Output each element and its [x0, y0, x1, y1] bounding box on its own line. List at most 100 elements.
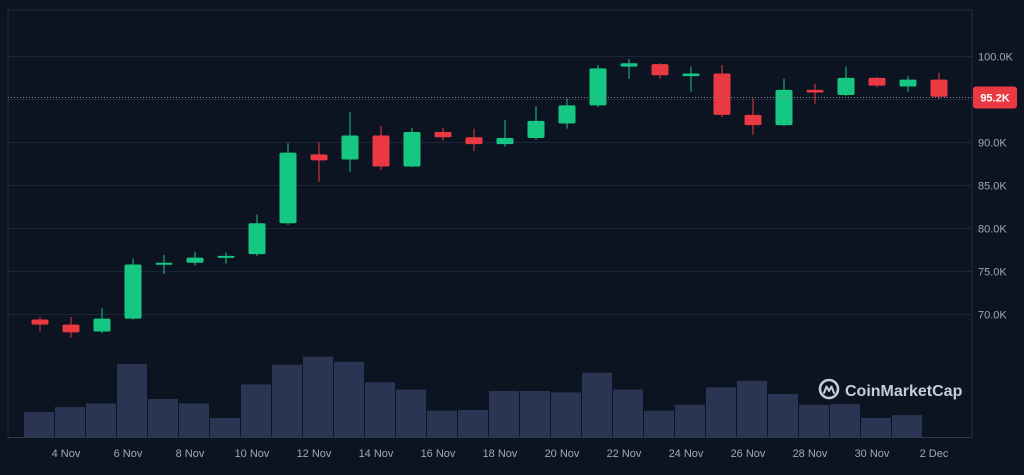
candle-up — [341, 112, 359, 172]
candle-body — [124, 264, 142, 319]
y-tick-label: 90.0K — [978, 138, 1007, 150]
candle-down — [434, 127, 452, 141]
candle-down — [651, 63, 669, 79]
candle-up — [403, 127, 421, 168]
candle-body — [155, 262, 173, 265]
volume-bar — [675, 404, 705, 437]
volume-bar — [489, 391, 519, 437]
volume-bar — [241, 384, 271, 437]
candle-body — [775, 89, 793, 126]
plot-frame — [7, 9, 973, 438]
candle-body — [434, 132, 452, 138]
volume-bar — [210, 418, 240, 437]
volume-bars — [24, 356, 922, 437]
candle-body — [341, 135, 359, 160]
candle-up — [899, 76, 917, 92]
x-tick-label: 8 Nov — [176, 448, 205, 460]
candle-up — [217, 252, 235, 264]
y-tick-label: 85.0K — [978, 181, 1007, 193]
y-tick-label: 70.0K — [978, 310, 1007, 322]
candle-down — [744, 98, 762, 135]
candle-up — [93, 308, 111, 334]
candle-down — [868, 77, 886, 88]
candle-up — [155, 255, 173, 274]
candle-down — [806, 83, 824, 104]
candle-body — [620, 63, 638, 67]
x-tick-label: 14 Nov — [359, 448, 394, 460]
y-tick-label: 80.0K — [978, 224, 1007, 236]
candle-body — [744, 114, 762, 126]
x-tick-label: 30 Nov — [855, 448, 890, 460]
candle-up — [124, 258, 142, 320]
candle-up — [496, 120, 514, 147]
candle-down — [62, 316, 80, 338]
volume-bar — [551, 392, 581, 437]
candle-up — [620, 58, 638, 79]
x-tick-label: 28 Nov — [793, 448, 828, 460]
volume-bar — [861, 418, 891, 437]
candle-body — [496, 138, 514, 145]
candle-body — [372, 135, 390, 167]
x-tick-label: 6 Nov — [114, 448, 143, 460]
candle-down — [372, 126, 390, 170]
candle-up — [279, 143, 297, 225]
volume-bar — [396, 389, 426, 437]
candle-body — [837, 77, 855, 96]
volume-bar — [55, 407, 85, 437]
volume-bar — [272, 364, 302, 437]
volume-bar — [24, 412, 54, 437]
volume-bar — [179, 403, 209, 437]
volume-bar — [458, 409, 488, 437]
candle-down — [310, 142, 328, 182]
volume-bar — [706, 387, 736, 437]
volume-bar — [520, 391, 550, 437]
volume-bar — [365, 382, 395, 437]
candle-up — [527, 106, 545, 140]
volume-bar — [737, 380, 767, 437]
y-tick-label: 100.0K — [978, 52, 1014, 64]
candle-up — [775, 78, 793, 127]
candle-body — [403, 132, 421, 167]
candle-body — [651, 64, 669, 76]
candle-down — [930, 72, 948, 100]
candle-up — [837, 66, 855, 96]
volume-bar — [148, 399, 178, 437]
grid-lines — [8, 56, 972, 315]
y-tick-label: 75.0K — [978, 267, 1007, 279]
x-tick-label: 12 Nov — [297, 448, 332, 460]
candle-body — [713, 73, 731, 115]
candle-body — [899, 79, 917, 87]
candle-up — [682, 66, 700, 92]
volume-bar — [768, 393, 798, 437]
x-tick-label: 4 Nov — [52, 448, 81, 460]
candle-up — [589, 64, 607, 108]
x-tick-label: 22 Nov — [607, 448, 642, 460]
volume-bar — [303, 356, 333, 437]
candle-body — [682, 73, 700, 77]
volume-bar — [830, 404, 860, 437]
candle-down — [31, 316, 49, 332]
candle-body — [465, 137, 483, 145]
current-price-tag[interactable]: 95.2K — [973, 86, 1017, 109]
candles — [31, 58, 948, 338]
candle-body — [217, 255, 235, 258]
x-tick-label: 20 Nov — [545, 448, 580, 460]
candle-body — [310, 154, 328, 161]
brand-name: CoinMarketCap — [845, 383, 963, 400]
volume-bar — [892, 415, 922, 437]
volume-bar — [86, 403, 116, 437]
candle-up — [186, 251, 204, 266]
volume-bar — [427, 410, 457, 437]
volume-bar — [334, 361, 364, 437]
x-tick-label: 16 Nov — [421, 448, 456, 460]
candle-body — [186, 257, 204, 263]
x-axis: 4 Nov 6 Nov 8 Nov 10 Nov 12 Nov 14 Nov 16 Nov 1… — [52, 448, 949, 460]
candle-body — [279, 152, 297, 224]
candle-body — [806, 89, 824, 93]
current-price-tag-bg — [973, 86, 1017, 109]
candle-body — [31, 319, 49, 325]
volume-bar — [799, 404, 829, 437]
candle-body — [62, 324, 80, 333]
